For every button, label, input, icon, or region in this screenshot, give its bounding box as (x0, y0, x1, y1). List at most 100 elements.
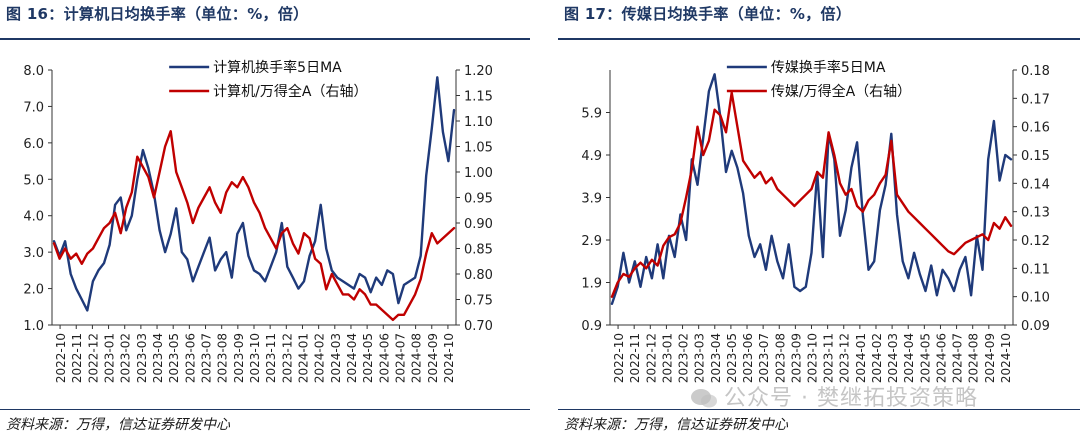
x-tick-label: 2023-01 (660, 333, 674, 383)
x-tick-label: 2023-12 (838, 333, 852, 383)
source-divider (0, 409, 530, 410)
x-tick-label: 2023-07 (200, 333, 214, 383)
x-tick-label: 2024-04 (902, 333, 916, 383)
x-tick-label: 2022-11 (70, 333, 84, 383)
series-relative-line (52, 129, 456, 322)
x-tick-label: 2022-12 (86, 333, 100, 383)
y-left-tick-label: 4.9 (581, 149, 602, 164)
y-right-tick-label: 0.17 (1021, 92, 1050, 107)
y-left-tick-label: 2.9 (581, 234, 602, 249)
x-tick-label: 2023-09 (789, 333, 803, 383)
y-right-tick-label: 0.14 (1021, 177, 1050, 192)
y-right-tick-label: 1.15 (464, 90, 493, 105)
legend-label: 计算机换手率5日MA (213, 59, 342, 76)
x-tick-label: 2023-10 (806, 333, 820, 383)
wechat-icon (691, 389, 717, 408)
legend-label: 传媒/万得全A（右轴） (771, 83, 911, 100)
y-right-tick-label: 0.15 (1021, 149, 1050, 164)
y-right-tick-label: 1.10 (464, 115, 493, 130)
x-tick-label: 2022-11 (628, 333, 642, 383)
x-tick-label: 2024-04 (345, 333, 359, 383)
x-tick-label: 2023-03 (135, 333, 149, 383)
x-tick-label: 2023-07 (757, 333, 771, 383)
x-tick-label: 2023-12 (280, 333, 294, 383)
x-tick-label: 2024-05 (918, 333, 932, 383)
x-tick-label: 2023-09 (232, 333, 246, 383)
y-right-tick-label: 0.70 (464, 319, 493, 334)
x-tick-label: 2023-02 (677, 333, 691, 383)
x-tick-label: 2023-02 (119, 333, 133, 383)
x-tick-label: 2024-06 (377, 333, 391, 383)
x-tick-label: 2023-10 (248, 333, 262, 383)
x-tick-label: 2024-07 (393, 333, 407, 383)
y-right-tick-label: 0.09 (1021, 319, 1050, 334)
y-right-tick-label: 0.90 (464, 217, 493, 232)
y-left-tick-label: 3.9 (581, 192, 602, 207)
x-tick-label: 2024-08 (967, 333, 981, 383)
x-tick-label: 2023-06 (741, 333, 755, 383)
figure-title: 图 17：传媒日均换手率（单位：%，倍） (564, 5, 852, 23)
y-right-tick-label: 0.80 (464, 268, 493, 283)
x-tick-label: 2023-01 (103, 333, 117, 383)
x-tick-label: 2024-09 (983, 333, 997, 383)
x-tick-label: 2024-03 (329, 333, 343, 383)
source-note: 资料来源：万得，信达证券研发中心 (6, 417, 230, 433)
source-divider (558, 409, 1080, 410)
y-left-tick-label: 3.0 (23, 246, 44, 261)
x-tick-label: 2024-01 (296, 333, 310, 383)
x-tick-label: 2024-02 (870, 333, 884, 383)
x-tick-label: 2024-10 (999, 333, 1013, 383)
watermark: 公众号 · 樊继拓投资策略 (690, 380, 978, 412)
x-tick-label: 2024-01 (854, 333, 868, 383)
y-right-tick-label: 0.75 (464, 294, 493, 309)
chart-panel-media: 图 17：传媒日均换手率（单位：%，倍） 0.9 1.9 2.9 3.9 4.9 5.9 0… (558, 0, 1080, 438)
y-left-tick-label: 8.0 (23, 64, 44, 79)
y-left-tick-label: 1.0 (23, 319, 44, 334)
x-tick-label: 2023-05 (167, 333, 181, 383)
x-tick-label: 2024-06 (934, 333, 948, 383)
x-tick-label: 2023-04 (709, 333, 723, 383)
y-right-tick-label: 0.95 (464, 192, 493, 207)
x-tick-label: 2022-12 (644, 333, 658, 383)
x-tick-label: 2023-03 (693, 333, 707, 383)
y-right-tick-label: 1.05 (464, 141, 493, 156)
y-right-tick-label: 0.85 (464, 243, 493, 258)
y-right-tick-label: 0.11 (1021, 262, 1050, 277)
y-left-tick-label: 4.0 (23, 210, 44, 225)
y-right-tick-label: 0.13 (1021, 206, 1050, 221)
x-tick-label: 2024-05 (361, 333, 375, 383)
y-right-tick-label: 0.12 (1021, 234, 1050, 249)
x-tick-label: 2024-10 (442, 333, 456, 383)
y-left-tick-label: 5.0 (23, 173, 44, 188)
x-tick-label: 2024-08 (410, 333, 424, 383)
y-left-tick-label: 1.9 (581, 277, 602, 292)
y-right-tick-label: 0.10 (1021, 291, 1050, 306)
watermark-text: 公众号 · 樊继拓投资策略 (724, 386, 978, 411)
x-tick-label: 2022-10 (54, 333, 68, 383)
y-left-tick-label: 2.0 (23, 283, 44, 298)
source-note: 资料来源：万得，信达证券研发中心 (564, 417, 788, 433)
legend-label: 传媒换手率5日MA (771, 59, 886, 76)
x-tick-label: 2024-07 (951, 333, 965, 383)
x-tick-label: 2023-04 (151, 333, 165, 383)
y-right-tick-label: 0.18 (1021, 64, 1050, 79)
turnover-chart-media: 0.9 1.9 2.9 3.9 4.9 5.9 0.09 0.10 0.11 0.12 0.13 0.… (581, 59, 1050, 383)
title-divider (0, 38, 530, 40)
y-left-tick-label: 0.9 (581, 319, 602, 334)
chart-panel-computer: 图 16：计算机日均换手率（单位：%，倍） 1.0 2.0 3.0 4.0 5.0 6.0… (0, 0, 530, 438)
y-right-tick-label: 1.00 (464, 166, 493, 181)
x-tick-label: 2023-11 (822, 333, 836, 383)
x-tick-label: 2024-03 (886, 333, 900, 383)
x-tick-label: 2023-11 (264, 333, 278, 383)
y-right-tick-label: 0.16 (1021, 121, 1050, 136)
y-left-tick-label: 5.9 (581, 107, 602, 122)
figure-title: 图 16：计算机日均换手率（单位：%，倍） (6, 5, 309, 23)
series-relative-line (610, 91, 1013, 298)
y-left-tick-label: 6.0 (23, 137, 44, 152)
x-tick-label: 2023-08 (216, 333, 230, 383)
y-left-tick-label: 7.0 (23, 100, 44, 115)
x-tick-label: 2024-09 (426, 333, 440, 383)
series-turnover-line (52, 76, 456, 312)
x-tick-label: 2023-06 (183, 333, 197, 383)
turnover-chart-computer: 1.0 2.0 3.0 4.0 5.0 6.0 7.0 8.0 0.70 0.75 0.80 0.85… (23, 59, 493, 383)
